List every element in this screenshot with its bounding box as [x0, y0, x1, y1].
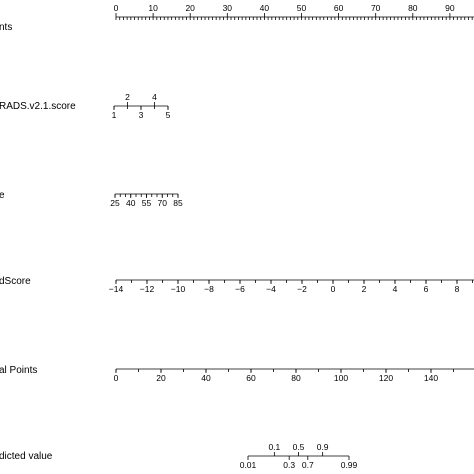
tick-label: 40 [260, 3, 270, 13]
tick-label: 0.1 [268, 442, 280, 452]
tick-label: 40 [126, 198, 136, 208]
tick-label: 0.7 [302, 460, 314, 470]
tick-label: 8 [455, 284, 460, 294]
tick-label: 80 [408, 3, 418, 13]
row-label-rads-score: RADS.v2.1.score [0, 101, 76, 112]
tick-label: −2 [297, 284, 307, 294]
tick-label: 4 [393, 284, 398, 294]
row-label-predicted-value: dicted value [0, 451, 53, 462]
tick-label: 25 [110, 198, 120, 208]
tick-label: 0 [114, 3, 119, 13]
tick-label: 20 [185, 3, 195, 13]
tick-label: 70 [371, 3, 381, 13]
tick-label: 80 [291, 373, 301, 383]
tick-label: 2 [125, 92, 130, 102]
axis-age: 25 40 55 70 85 [110, 193, 183, 208]
tick-label: 40 [201, 373, 211, 383]
tick-label: 2 [362, 284, 367, 294]
tick-label: 100 [334, 373, 348, 383]
tick-label: −6 [235, 284, 245, 294]
axis-total_points: 0 20 40 60 80 100 120 140 [114, 368, 474, 383]
tick-label: 10 [148, 3, 158, 13]
tick-label: 3 [139, 110, 144, 120]
tick-label: 50 [297, 3, 307, 13]
tick-label: 5 [166, 110, 171, 120]
tick-label: 1 [112, 110, 117, 120]
tick-label: −12 [140, 284, 155, 294]
tick-label: 0 [331, 284, 336, 294]
tick-label: −10 [171, 284, 186, 294]
tick-label: 0.01 [240, 460, 257, 470]
row-labels: nts RADS.v2.1.score e dScore al Points d… [0, 22, 76, 462]
tick-label: 0.99 [341, 460, 358, 470]
tick-label: 120 [379, 373, 393, 383]
axis-predicted_value: 0.01 0.10.3 0.5 0.70.9 0.99 [240, 442, 358, 470]
tick-label: 55 [142, 198, 152, 208]
tick-label: 4 [152, 92, 157, 102]
tick-label: 30 [223, 3, 233, 13]
tick-label: −4 [266, 284, 276, 294]
axis-radscore: −14 −12 −10 −8 −6 −4 −2 0 2 4 6 8 [109, 279, 474, 294]
row-label-points: nts [0, 22, 12, 33]
tick-label: 90 [445, 3, 455, 13]
tick-label: 0.3 [283, 460, 295, 470]
tick-label: 60 [334, 3, 344, 13]
tick-label: −14 [109, 284, 124, 294]
tick-label: 0 [114, 373, 119, 383]
tick-label: 6 [424, 284, 429, 294]
tick-label: 85 [173, 198, 183, 208]
tick-label: −8 [204, 284, 214, 294]
tick-label: 0.5 [293, 442, 305, 452]
tick-label: 70 [158, 198, 168, 208]
tick-label: 140 [424, 373, 438, 383]
tick-label: 60 [246, 373, 256, 383]
row-label-radscore: dScore [0, 276, 31, 287]
tick-label: 0.9 [317, 442, 329, 452]
axis-points: 0 10 20 30 40 50 60 70 80 90 [114, 3, 474, 20]
row-label-total-points: al Points [0, 365, 37, 376]
tick-label: 20 [156, 373, 166, 383]
row-label-age: e [0, 190, 5, 201]
